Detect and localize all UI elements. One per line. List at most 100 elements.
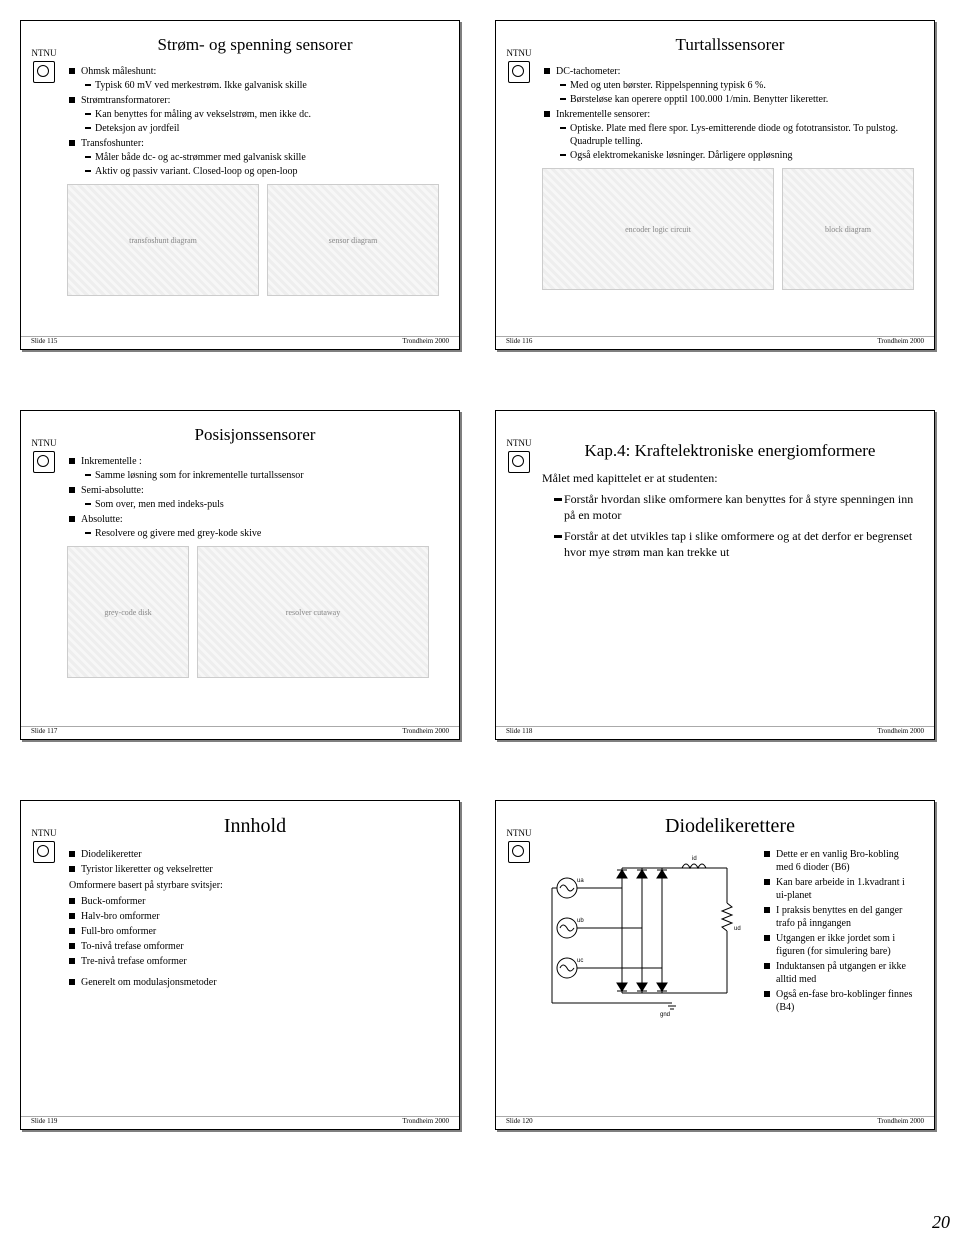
label-id: id [692, 856, 697, 862]
bullet: Utgangen er ikke jordet som i figuren (f… [776, 932, 918, 958]
org-badge: NTNU [502, 49, 536, 83]
bullet: Transfoshunter: Måler både dc- og ac-str… [81, 137, 443, 178]
sub-bullet: Deteksjon av jordfeil [95, 122, 443, 135]
org-logo-icon [508, 451, 530, 473]
bullet-list: Generelt om modulasjonsmetoder [67, 976, 443, 989]
bullet: Absolutte: Resolvere og givere med grey-… [81, 513, 443, 540]
slide-footer: Slide 117 Trondheim 2000 [21, 726, 459, 735]
slide-116: NTNU Turtallssensorer DC-tachometer: Med… [495, 20, 935, 350]
org-label: NTNU [32, 828, 57, 838]
slide-120: NTNU Diodelikerettere [495, 800, 935, 1130]
sub-bullet: Forstår at det utvikles tap i slike omfo… [564, 529, 918, 560]
slide-118: NTNU Kap.4: Kraftelektroniske energiomfo… [495, 410, 935, 740]
sub-bullet: Som over, men med indeks-puls [95, 498, 443, 511]
bullet: Tre-nivå trefase omformer [81, 955, 443, 968]
sub-bullet: Samme løsning som for inkrementelle turt… [95, 469, 443, 482]
bullet: Inkrementelle sensorer: Optiske. Plate m… [556, 108, 918, 162]
slide-title: Innhold [67, 815, 443, 838]
figure-sensor-icon: sensor diagram [267, 184, 439, 296]
bullet: Halv-bro omformer [81, 910, 443, 923]
footer-right: Trondheim 2000 [877, 337, 924, 345]
slide-grid: NTNU Strøm- og spenning sensorer Ohmsk m… [20, 20, 940, 1130]
intro-text: Målet med kapittelet er at studenten: [542, 471, 918, 486]
figure-encoder-block-icon: block diagram [782, 168, 914, 290]
slide-number: Slide 120 [506, 1117, 533, 1125]
slide-title: Strøm- og spenning sensorer [67, 35, 443, 55]
slide-title: Turtallssensorer [542, 35, 918, 55]
bullet: Inkrementelle : Samme løsning som for in… [81, 455, 443, 482]
org-logo-icon [33, 841, 55, 863]
slide-115: NTNU Strøm- og spenning sensorer Ohmsk m… [20, 20, 460, 350]
slide-footer: Slide 116 Trondheim 2000 [496, 336, 934, 345]
org-badge: NTNU [27, 49, 61, 83]
org-label: NTNU [507, 438, 532, 448]
bullet-list: Dette er en vanlig Bro-kobling med 6 dio… [762, 848, 918, 1018]
org-label: NTNU [32, 48, 57, 58]
sub-bullet: Optiske. Plate med flere spor. Lys-emitt… [570, 122, 918, 148]
bullet: Induktansen på utgangen er ikke alltid m… [776, 960, 918, 986]
figure-encoder-circuit-icon: encoder logic circuit [542, 168, 774, 290]
org-badge: NTNU [502, 829, 536, 863]
bullet: Full-bro omformer [81, 925, 443, 938]
footer-right: Trondheim 2000 [877, 1117, 924, 1125]
sub-bullet: Forstår hvordan slike omformere kan beny… [564, 492, 918, 523]
org-logo-icon [508, 841, 530, 863]
slide-footer: Slide 118 Trondheim 2000 [496, 726, 934, 735]
sub-bullet: Typisk 60 mV ved merkestrøm. Ikke galvan… [95, 79, 443, 92]
footer-right: Trondheim 2000 [877, 727, 924, 735]
org-label: NTNU [32, 438, 57, 448]
bullet: Også en-fase bro-koblinger finnes (B4) [776, 988, 918, 1014]
slide-number: Slide 115 [31, 337, 57, 345]
bullet-text: Absolutte: [81, 514, 123, 525]
label-ua: ua [577, 878, 584, 884]
figure-greycode-disk-icon: grey-code disk [67, 546, 189, 678]
slide-footer: Slide 120 Trondheim 2000 [496, 1116, 934, 1125]
figure-resolver-icon: resolver cutaway [197, 546, 429, 678]
sub-bullet: Børsteløse kan operere opptil 100.000 1/… [570, 93, 918, 106]
slide-number: Slide 117 [31, 727, 57, 735]
sub-bullet: Aktiv og passiv variant. Closed-loop og … [95, 165, 443, 178]
section-label: Omformere basert på styrbare svitsjer: [69, 880, 443, 891]
bullet: Diodelikeretter [81, 848, 443, 861]
slide-title: Kap.4: Kraftelektroniske energiomformere [542, 441, 918, 461]
bullet-text: Inkrementelle sensorer: [556, 109, 650, 120]
sub-bullet: Måler både dc- og ac-strømmer med galvan… [95, 151, 443, 164]
bullet-text: Inkrementelle : [81, 456, 142, 467]
figure-row: transfoshunt diagram sensor diagram [67, 184, 443, 296]
bullet-list: Ohmsk måleshunt: Typisk 60 mV ved merkes… [67, 65, 443, 178]
bullet: DC-tachometer: Med og uten børster. Ripp… [556, 65, 918, 106]
label-uc: uc [577, 958, 583, 964]
bullet: Kan bare arbeide in 1.kvadrant i ui-plan… [776, 876, 918, 902]
slide-title: Diodelikerettere [542, 815, 918, 838]
slide-119: NTNU Innhold Diodelikeretter Tyristor li… [20, 800, 460, 1130]
bullet: Tyristor likeretter og vekselretter [81, 863, 443, 876]
bullet: Buck-omformer [81, 895, 443, 908]
bullet: Strømtransformatorer: Kan benyttes for m… [81, 94, 443, 135]
label-ub: ub [577, 918, 584, 924]
org-label: NTNU [507, 828, 532, 838]
footer-right: Trondheim 2000 [402, 337, 449, 345]
slide-number: Slide 118 [506, 727, 532, 735]
label-gnd: gnd [660, 1012, 670, 1018]
slide-number: Slide 116 [506, 337, 532, 345]
bullet-list: Inkrementelle : Samme løsning som for in… [67, 455, 443, 540]
bullet: Dette er en vanlig Bro-kobling med 6 dio… [776, 848, 918, 874]
bullet: I praksis benyttes en del ganger trafo p… [776, 904, 918, 930]
org-badge: NTNU [27, 439, 61, 473]
bullet-list: Forstår hvordan slike omformere kan beny… [542, 492, 918, 560]
org-logo-icon [33, 61, 55, 83]
sub-bullet: Med og uten børster. Rippelspenning typi… [570, 79, 918, 92]
bullet-list: Buck-omformer Halv-bro omformer Full-bro… [67, 895, 443, 968]
bullet: To-nivå trefase omformer [81, 940, 443, 953]
content-row: ua ub uc id ud gnd Dette er en vanlig Br… [542, 848, 918, 1018]
figure-b6-rectifier-icon: ua ub uc id ud gnd [542, 848, 752, 1018]
slide-117: NTNU Posisjonssensorer Inkrementelle : S… [20, 410, 460, 740]
figure-transfoshunt-icon: transfoshunt diagram [67, 184, 259, 296]
bullet-text: Transfoshunter: [81, 138, 144, 149]
org-label: NTNU [507, 48, 532, 58]
sub-bullet: Også elektromekaniske løsninger. Dårlige… [570, 149, 918, 162]
bullet-text: Semi-absolutte: [81, 485, 144, 496]
org-logo-icon [33, 451, 55, 473]
bullet-list: DC-tachometer: Med og uten børster. Ripp… [542, 65, 918, 162]
bullet-text: DC-tachometer: [556, 66, 620, 77]
